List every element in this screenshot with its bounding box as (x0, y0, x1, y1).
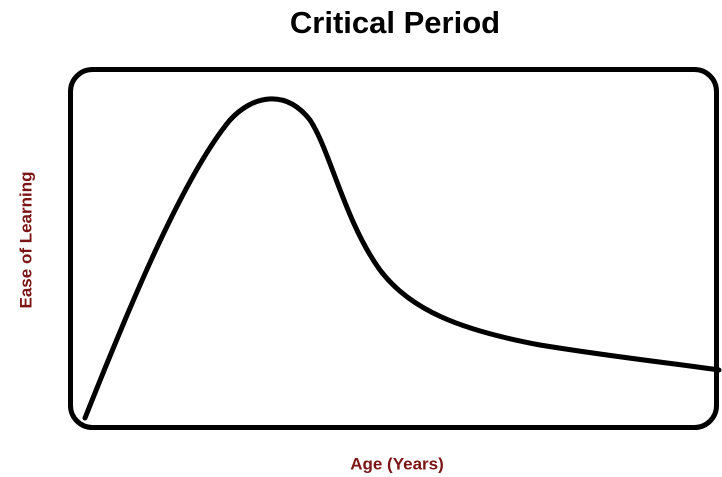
plot-frame (68, 67, 719, 430)
y-axis-label: Ease of Learning (16, 172, 35, 309)
title: Critical Period (290, 5, 500, 40)
curve (82, 96, 722, 421)
x-axis-label: Age (Years) (350, 454, 444, 473)
